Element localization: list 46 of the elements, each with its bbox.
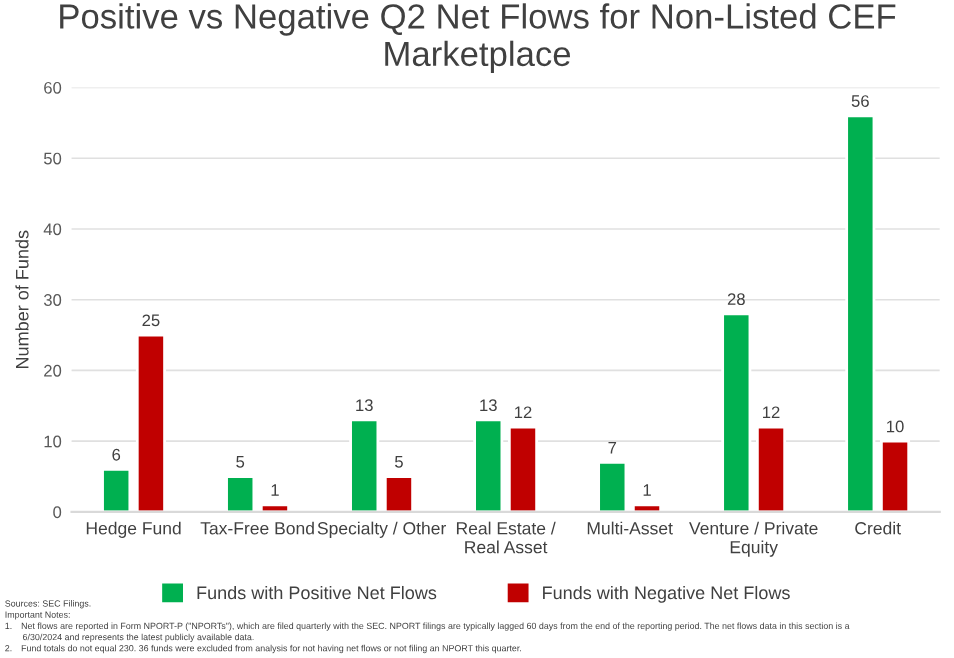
bar bbox=[755, 425, 787, 512]
y-tick-label: 50 bbox=[43, 152, 62, 165]
bar bbox=[349, 418, 380, 512]
data-label: 12 bbox=[514, 406, 532, 419]
x-tick-label: Hedge Fund bbox=[86, 521, 181, 538]
data-label: 1 bbox=[271, 484, 279, 496]
data-label: 10 bbox=[887, 420, 904, 433]
bar bbox=[507, 425, 539, 512]
bar bbox=[101, 468, 132, 512]
bar bbox=[225, 475, 256, 512]
bar bbox=[473, 418, 504, 512]
x-tick-label: Multi-Asset bbox=[587, 521, 673, 535]
y-tick-label: 20 bbox=[44, 364, 62, 377]
x-tick-label: Specialty / Other bbox=[317, 521, 446, 538]
data-label: 5 bbox=[236, 456, 245, 468]
data-label: 1 bbox=[643, 484, 651, 496]
y-tick-label: 60 bbox=[44, 81, 62, 94]
x-tick-label: Real Estate / Real Asset bbox=[456, 521, 556, 554]
data-label: 7 bbox=[608, 441, 617, 454]
data-label: 5 bbox=[395, 456, 403, 468]
bar bbox=[135, 333, 166, 512]
y-tick-label: 10 bbox=[44, 435, 62, 448]
bar bbox=[597, 461, 628, 512]
bar bbox=[383, 475, 414, 512]
data-label: 13 bbox=[480, 399, 497, 412]
y-tick-label: 0 bbox=[53, 506, 62, 519]
y-tick-label: 40 bbox=[43, 223, 62, 236]
bar bbox=[721, 312, 752, 512]
bar bbox=[631, 503, 663, 512]
bar bbox=[845, 114, 876, 512]
x-tick-label: Tax-Free Bond bbox=[200, 521, 314, 535]
data-label: 25 bbox=[142, 314, 160, 327]
data-label: 6 bbox=[112, 448, 121, 461]
y-axis-title: Number of Funds bbox=[15, 230, 29, 368]
data-label: 28 bbox=[727, 293, 745, 306]
bar bbox=[259, 503, 290, 512]
legend-label: Funds with Negative Net Flows bbox=[543, 585, 790, 603]
y-tick-label: 30 bbox=[43, 294, 62, 306]
bar bbox=[880, 439, 911, 512]
data-label: 56 bbox=[851, 95, 869, 107]
x-tick-label: Credit bbox=[855, 521, 901, 535]
data-label: 12 bbox=[763, 406, 780, 419]
x-tick-label: Venture / Private Equity bbox=[689, 521, 818, 557]
legend-label: Funds with Positive Net Flows bbox=[197, 585, 437, 600]
chart-title: Positive vs Negative Q2 Net Flows for Non-Listed CEF Marketplace bbox=[60, 3, 896, 74]
data-label: 13 bbox=[356, 399, 373, 412]
